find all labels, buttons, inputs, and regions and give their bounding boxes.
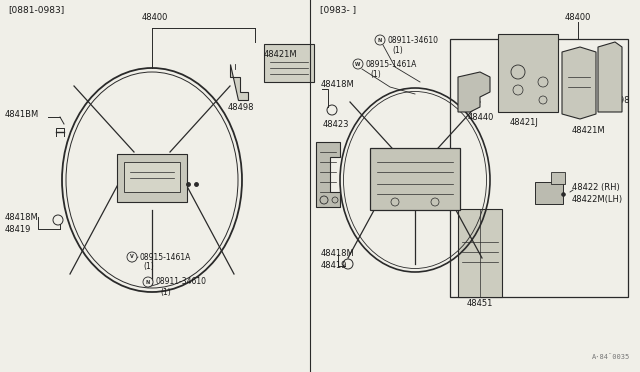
Bar [498,34,558,112]
Text: 48451: 48451 [467,299,493,308]
Text: 48419: 48419 [321,262,348,270]
Polygon shape [458,72,490,112]
Text: (1): (1) [160,288,171,296]
Bar [117,154,187,202]
Text: V: V [130,254,134,260]
Text: (1): (1) [370,70,381,78]
Text: 48423: 48423 [323,119,349,128]
Text: 48418M: 48418M [321,250,355,259]
Text: 48422 (RH): 48422 (RH) [572,183,620,192]
Text: 48421M: 48421M [572,125,605,135]
Bar [535,182,563,204]
Text: 08911-34610: 08911-34610 [388,35,439,45]
Text: 08915-1461A: 08915-1461A [366,60,417,68]
Text: 48498: 48498 [228,103,255,112]
Polygon shape [598,42,622,112]
Text: W: W [355,61,361,67]
Text: 48418M: 48418M [5,212,39,221]
Text: 48498: 48498 [604,96,630,105]
Text: (1): (1) [392,45,403,55]
Bar [458,209,502,297]
Polygon shape [230,64,248,100]
Text: 48418M: 48418M [321,80,355,89]
Text: A·84¨0035: A·84¨0035 [592,354,630,360]
Text: 48440: 48440 [468,112,494,122]
Text: 48421M: 48421M [264,49,298,58]
Bar [370,148,460,210]
Text: 48422M(LH): 48422M(LH) [572,195,623,203]
Text: 08915-1461A: 08915-1461A [140,253,191,262]
Bar [124,162,180,192]
Text: 4841BM: 4841BM [5,109,39,119]
Text: [0881-0983]: [0881-0983] [8,6,64,15]
Circle shape [375,35,385,45]
Text: 48419: 48419 [5,224,31,234]
Text: N: N [146,279,150,285]
Text: 48400: 48400 [565,13,591,22]
Text: 48400: 48400 [142,13,168,22]
Text: 48421J: 48421J [510,118,539,126]
Text: (1): (1) [143,263,154,272]
Text: 08911-34610: 08911-34610 [156,278,207,286]
Circle shape [127,252,137,262]
Text: [0983- ]: [0983- ] [320,6,356,15]
Bar [264,44,314,82]
Polygon shape [562,47,596,119]
Polygon shape [316,142,340,207]
Circle shape [143,277,153,287]
Bar [551,172,565,184]
Bar [450,39,628,297]
Circle shape [353,59,363,69]
Text: N: N [378,38,382,42]
